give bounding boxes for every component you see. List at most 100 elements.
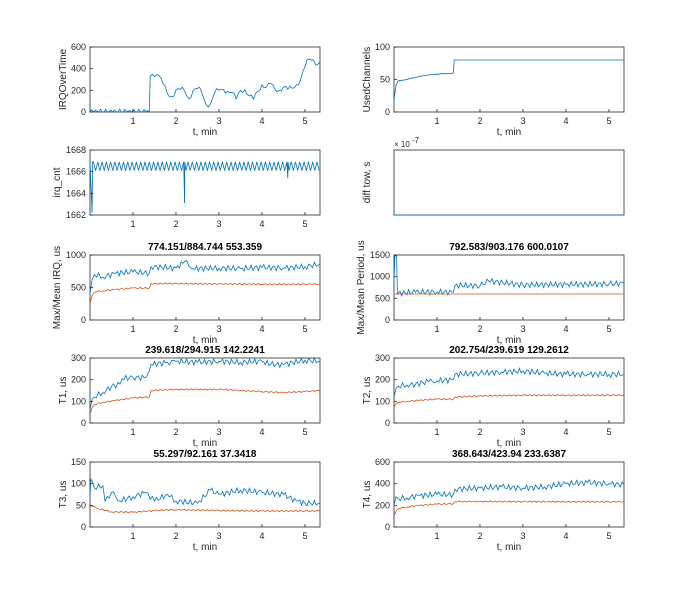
y-tick-label: 0 xyxy=(81,107,86,117)
x-tick-label: 2 xyxy=(173,324,178,334)
subplot-title: 368.643/423.94 233.6387 xyxy=(452,449,566,460)
series-line-1 xyxy=(89,259,321,295)
x-tick-label: 1 xyxy=(434,116,439,126)
series-line-1 xyxy=(89,161,320,213)
y-axis-label: Max/Mean IRQ, us xyxy=(52,246,63,329)
x-tick-label: 2 xyxy=(173,531,178,541)
subplot-title: 202.754/239.619 129.2612 xyxy=(449,345,569,356)
x-axis-label: t, min xyxy=(193,438,217,449)
x-axis-label: t, min xyxy=(497,127,521,138)
axes-box xyxy=(393,46,625,113)
y-axis-label: T4, us xyxy=(362,481,373,509)
y-tick-label: 300 xyxy=(375,353,390,363)
y-tick-label: 500 xyxy=(71,283,86,293)
x-tick-label: 5 xyxy=(606,324,611,334)
series-line-2 xyxy=(89,282,321,304)
x-tick-label: 5 xyxy=(606,531,611,541)
subplot-6: 1 2 3 4 5 0 500 1000 1500 t, min Max/Mean Period, … xyxy=(356,240,625,346)
x-tick-label: 2 xyxy=(173,427,178,437)
y-tick-label: 1664 xyxy=(66,188,86,198)
subplot-5: 1 2 3 4 5 0 500 1000 t, min Max/Mean IRQ, us 774.1… xyxy=(52,242,321,346)
y-tick-label: 0 xyxy=(81,418,86,428)
series-line-1 xyxy=(89,58,321,113)
x-tick-label: 5 xyxy=(302,324,307,334)
x-tick-label: 3 xyxy=(216,219,221,229)
y-tick-label: 0 xyxy=(385,522,390,532)
x-tick-label: 5 xyxy=(302,116,307,126)
y-tick-label: 1000 xyxy=(66,250,86,260)
y-tick-label: 600 xyxy=(71,42,86,52)
y-axis-label: T2, us xyxy=(362,377,373,405)
series-line-2 xyxy=(393,500,625,517)
series-line-1 xyxy=(393,478,625,506)
y-tick-label: 100 xyxy=(375,396,390,406)
y-tick-label: 0 xyxy=(81,522,86,532)
x-tick-label: 4 xyxy=(259,324,264,334)
y-axis-label: IRQOverTime xyxy=(58,48,69,110)
x-tick-label: 4 xyxy=(563,116,568,126)
y-axis-label: T3, us xyxy=(58,481,69,509)
subplot-7: 1 2 3 4 5 0 100 200 300 t, min T1, us 239.618/294.9… xyxy=(58,345,321,449)
subplot-title: 239.618/294.915 142.2241 xyxy=(145,345,265,356)
y-tick-label: 150 xyxy=(71,457,86,467)
x-tick-label: 3 xyxy=(520,531,525,541)
y-tick-label: 1000 xyxy=(370,272,390,282)
y-tick-label: 400 xyxy=(71,64,86,74)
exponent-power: -7 xyxy=(412,136,420,145)
axes-box xyxy=(393,149,625,216)
x-tick-label: 2 xyxy=(173,219,178,229)
x-tick-label: 1 xyxy=(130,531,135,541)
series-line-2 xyxy=(89,388,321,415)
x-tick-label: 3 xyxy=(216,427,221,437)
y-tick-label: 1500 xyxy=(370,250,390,260)
x-tick-label: 1 xyxy=(130,219,135,229)
subplot-10: 1 2 3 4 5 0 200 400 600 t, min T4, us 368.643/423.9… xyxy=(362,449,625,553)
y-axis-label: Max/Mean Period, us xyxy=(356,240,367,335)
x-tick-label: 3 xyxy=(520,324,525,334)
x-tick-label: 4 xyxy=(259,531,264,541)
x-tick-label: 4 xyxy=(563,427,568,437)
axes-box xyxy=(393,357,625,424)
subplot-3: 1 2 3 4 5 1662 1664 1666 1668 irq_cnt xyxy=(52,145,321,229)
x-tick-label: 1 xyxy=(434,324,439,334)
subplot-4: diff tow, s × 10 -7 xyxy=(362,136,625,216)
axes-box xyxy=(393,254,625,321)
y-axis-label: diff tow, s xyxy=(362,162,373,204)
y-tick-label: 50 xyxy=(380,75,390,85)
x-axis-label: t, min xyxy=(193,127,217,138)
y-axis-label: irq_cnt xyxy=(52,167,63,197)
x-tick-label: 4 xyxy=(563,531,568,541)
series-line-1 xyxy=(89,356,321,411)
y-tick-label: 200 xyxy=(375,375,390,385)
x-tick-label: 2 xyxy=(173,116,178,126)
exponent-label: × 10 xyxy=(394,140,410,149)
series-line-1 xyxy=(393,59,624,101)
y-axis-label: T1, us xyxy=(58,377,69,405)
series-line-1 xyxy=(393,367,625,398)
y-tick-label: 300 xyxy=(71,353,86,363)
subplot-title: 55.297/92.161 37.3418 xyxy=(154,449,257,460)
y-tick-label: 50 xyxy=(76,500,86,510)
x-tick-label: 4 xyxy=(563,324,568,334)
x-tick-label: 1 xyxy=(434,427,439,437)
y-tick-label: 200 xyxy=(375,500,390,510)
x-tick-label: 1 xyxy=(130,116,135,126)
y-tick-label: 1662 xyxy=(66,210,86,220)
y-tick-label: 1668 xyxy=(66,145,86,155)
x-axis-label: t, min xyxy=(497,438,521,449)
series-line-1 xyxy=(89,478,321,507)
y-tick-label: 400 xyxy=(375,479,390,489)
y-tick-label: 200 xyxy=(71,85,86,95)
y-tick-label: 100 xyxy=(375,42,390,52)
x-tick-label: 2 xyxy=(477,427,482,437)
subplot-1: 1 2 3 4 5 0 200 400 600 t, min IRQOverTime xyxy=(58,42,321,138)
x-axis-label: t, min xyxy=(193,335,217,346)
subplot-title: 792.583/903.176 600.0107 xyxy=(449,242,569,253)
x-tick-label: 5 xyxy=(606,116,611,126)
y-axis-label: UsedChannels xyxy=(362,47,373,113)
x-tick-label: 5 xyxy=(302,219,307,229)
axes-box xyxy=(89,254,321,321)
